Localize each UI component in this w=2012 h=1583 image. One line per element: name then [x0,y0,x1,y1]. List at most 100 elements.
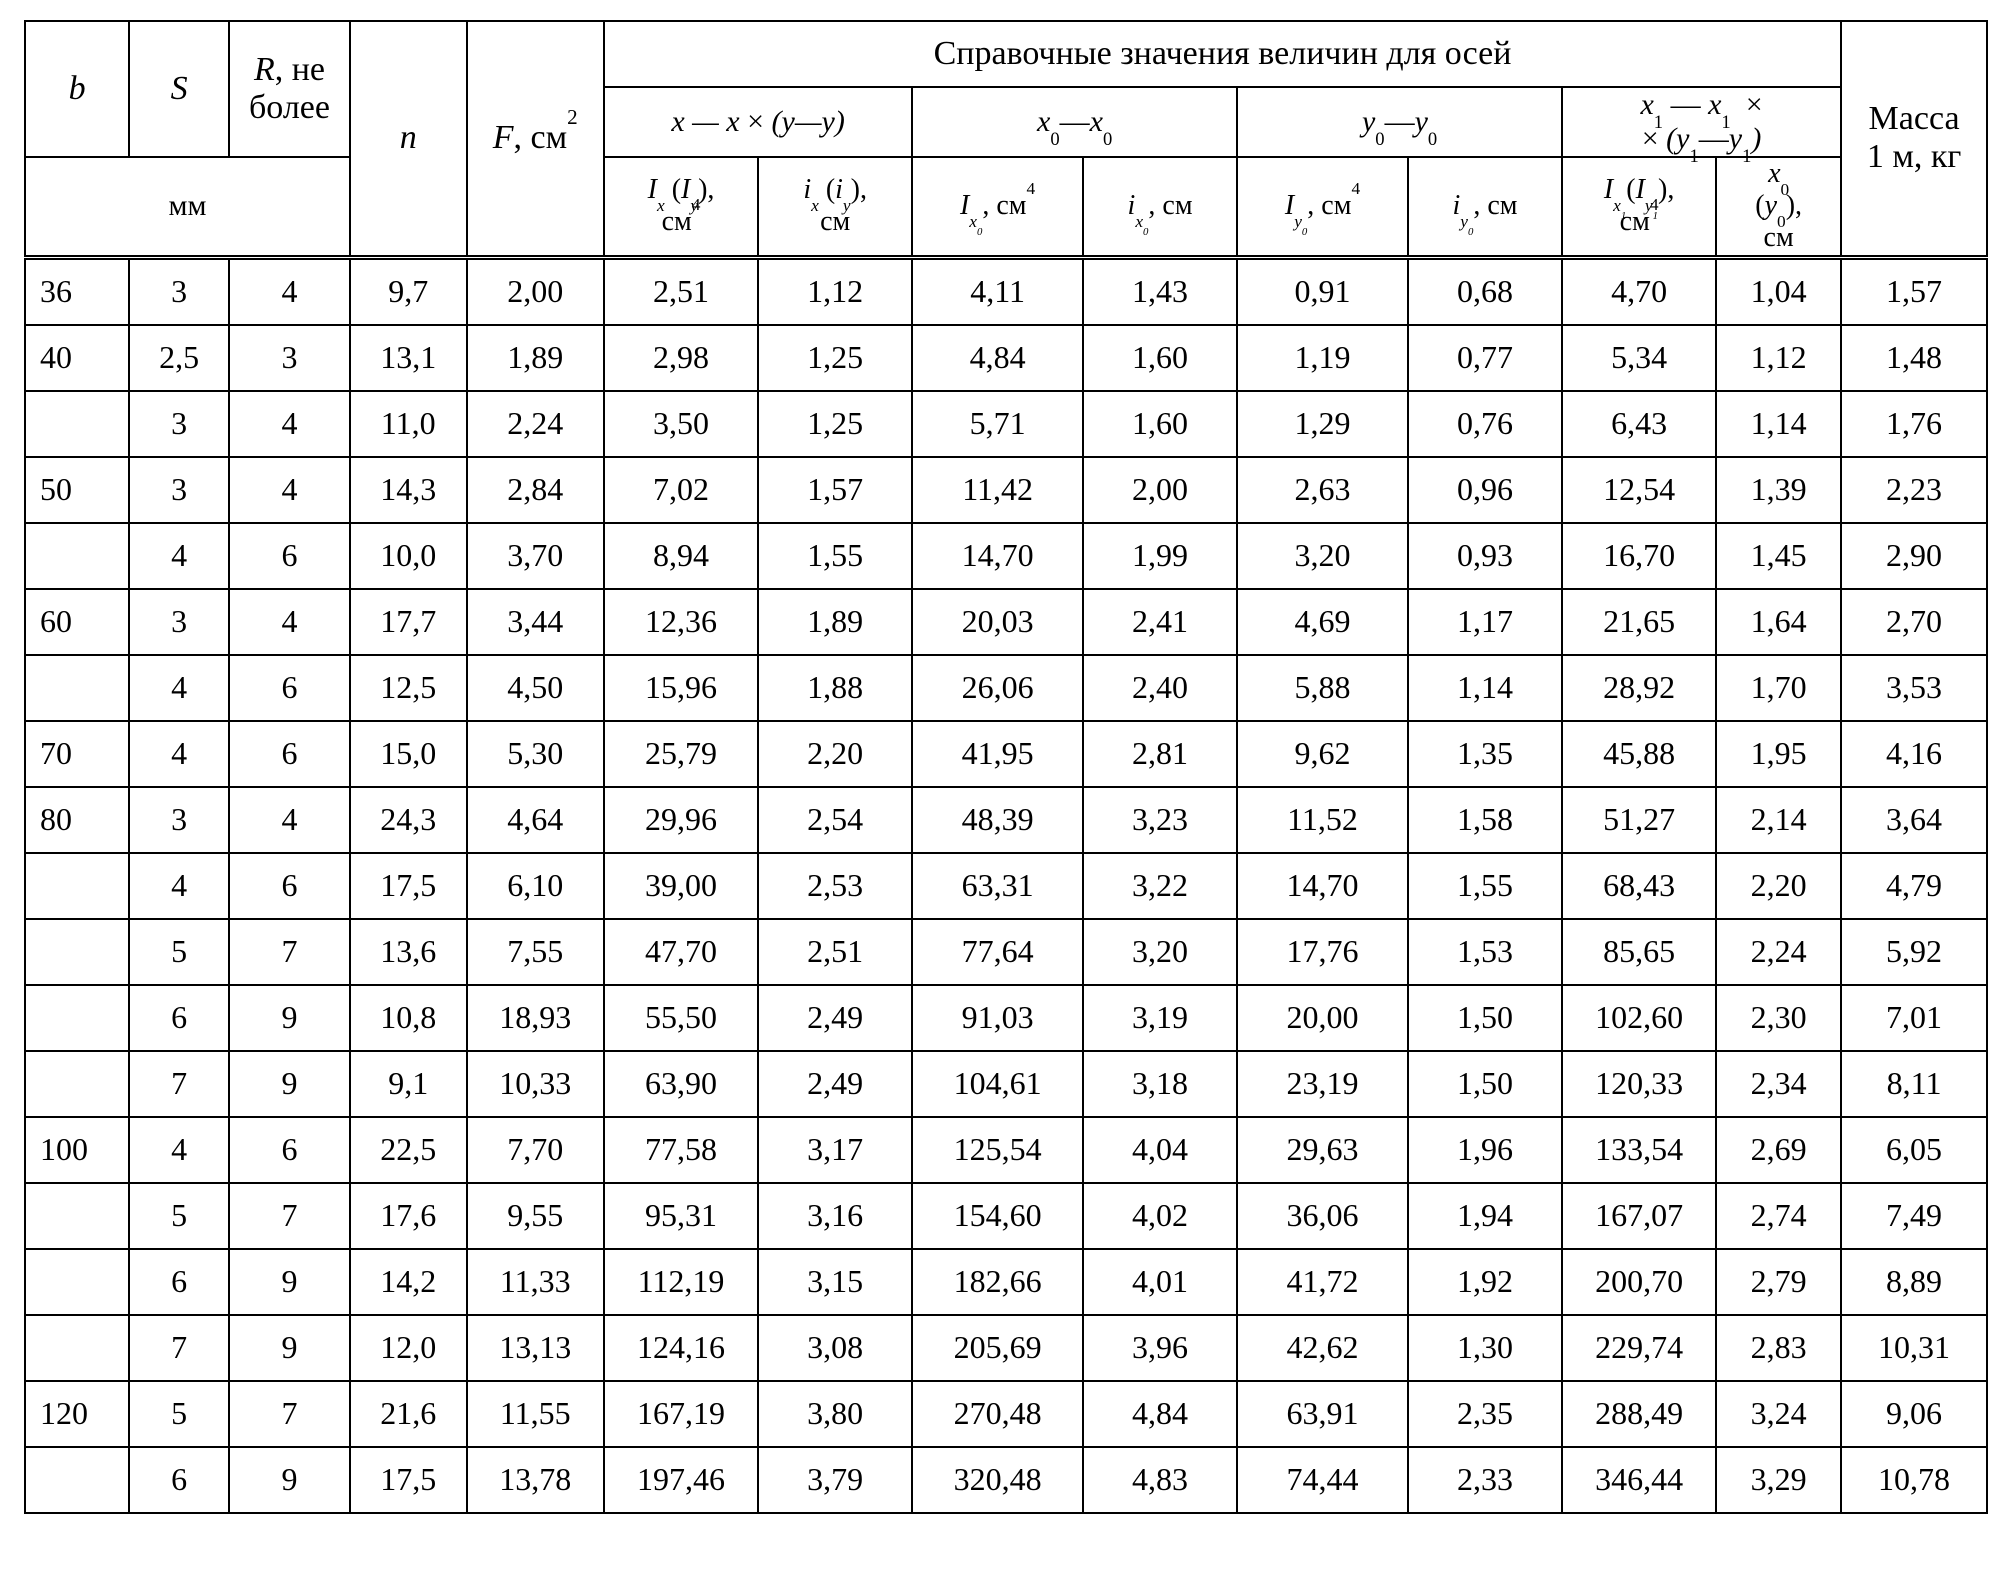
cell-Iy0: 0,91 [1237,257,1408,325]
cell-mass: 2,23 [1841,457,1987,523]
cell-x0: 2,24 [1716,919,1841,985]
cell-Iy0: 1,19 [1237,325,1408,391]
cell-ix: 1,57 [758,457,912,523]
cell-x0: 1,12 [1716,325,1841,391]
cell-n: 17,7 [350,589,467,655]
axes-title: Справочные значения величин для осей [604,21,1841,87]
cell-R: 4 [229,391,350,457]
cell-F: 4,64 [467,787,604,853]
cell-S: 4 [129,853,229,919]
cell-b: 120 [25,1381,129,1447]
table-row: 799,110,3363,902,49104,613,1823,191,5012… [25,1051,1987,1117]
cell-R: 9 [229,1051,350,1117]
cell-x0: 2,30 [1716,985,1841,1051]
cell-S: 3 [129,787,229,853]
cell-ix0: 2,81 [1083,721,1237,787]
cell-iy0: 1,92 [1408,1249,1562,1315]
unit-mm: мм [25,157,350,257]
cell-b [25,1051,129,1117]
table-body: 36349,72,002,511,124,111,430,910,684,701… [25,257,1987,1513]
cell-b [25,655,129,721]
cell-Ix1: 28,92 [1562,655,1716,721]
cell-S: 7 [129,1315,229,1381]
table-row: 4610,03,708,941,5514,701,993,200,9316,70… [25,523,1987,589]
cell-Iy0: 9,62 [1237,721,1408,787]
cell-Ix0: 4,84 [912,325,1083,391]
cell-Ix1: 133,54 [1562,1117,1716,1183]
cell-Iy0: 63,91 [1237,1381,1408,1447]
cell-ix0: 4,83 [1083,1447,1237,1513]
cell-n: 22,5 [350,1117,467,1183]
cell-n: 11,0 [350,391,467,457]
table-row: 6910,818,9355,502,4991,033,1920,001,5010… [25,985,1987,1051]
cell-n: 17,5 [350,853,467,919]
table-row: 402,5313,11,892,981,254,841,601,190,775,… [25,325,1987,391]
table-row: 704615,05,3025,792,2041,952,819,621,3545… [25,721,1987,787]
reference-table: b S R, неболее n F, см2 Справочные значе… [24,20,1988,1514]
cell-S: 4 [129,1117,229,1183]
cell-ix: 2,54 [758,787,912,853]
cell-Iy0: 3,20 [1237,523,1408,589]
cell-Ix0: 11,42 [912,457,1083,523]
cell-n: 12,0 [350,1315,467,1381]
cell-Ix0: 48,39 [912,787,1083,853]
cell-iy0: 2,35 [1408,1381,1562,1447]
cell-mass: 4,79 [1841,853,1987,919]
cell-x0: 2,74 [1716,1183,1841,1249]
cell-b: 80 [25,787,129,853]
cell-mass: 3,53 [1841,655,1987,721]
cell-Ix: 12,36 [604,589,758,655]
cell-Iy0: 42,62 [1237,1315,1408,1381]
cell-b [25,1249,129,1315]
cell-ix0: 2,40 [1083,655,1237,721]
cell-Ix1: 102,60 [1562,985,1716,1051]
cell-Ix: 2,51 [604,257,758,325]
cell-mass: 2,70 [1841,589,1987,655]
cell-Ix: 112,19 [604,1249,758,1315]
cell-ix: 2,51 [758,919,912,985]
cell-S: 3 [129,257,229,325]
cell-ix0: 3,96 [1083,1315,1237,1381]
cell-iy0: 0,93 [1408,523,1562,589]
col-Ix1: Ix1(Iy1),см4 [1562,157,1716,257]
cell-mass: 8,11 [1841,1051,1987,1117]
cell-Ix1: 12,54 [1562,457,1716,523]
cell-b [25,853,129,919]
cell-iy0: 1,17 [1408,589,1562,655]
cell-mass: 5,92 [1841,919,1987,985]
cell-ix: 2,53 [758,853,912,919]
cell-S: 4 [129,721,229,787]
cell-Ix0: 77,64 [912,919,1083,985]
cell-ix: 2,20 [758,721,912,787]
col-ix: ix (iy),см [758,157,912,257]
cell-R: 6 [229,853,350,919]
cell-F: 3,70 [467,523,604,589]
col-b: b [25,21,129,157]
cell-ix: 1,25 [758,391,912,457]
cell-Ix0: 63,31 [912,853,1083,919]
cell-x0: 1,14 [1716,391,1841,457]
cell-mass: 1,76 [1841,391,1987,457]
cell-x0: 1,45 [1716,523,1841,589]
cell-S: 6 [129,985,229,1051]
cell-F: 5,30 [467,721,604,787]
cell-R: 4 [229,787,350,853]
col-S: S [129,21,229,157]
cell-S: 5 [129,1183,229,1249]
cell-Ix: 55,50 [604,985,758,1051]
cell-x0: 1,70 [1716,655,1841,721]
cell-Ix1: 4,70 [1562,257,1716,325]
cell-Ix: 167,19 [604,1381,758,1447]
cell-b: 100 [25,1117,129,1183]
cell-R: 6 [229,655,350,721]
cell-b: 50 [25,457,129,523]
cell-Ix0: 154,60 [912,1183,1083,1249]
cell-iy0: 1,30 [1408,1315,1562,1381]
cell-mass: 1,48 [1841,325,1987,391]
cell-F: 11,33 [467,1249,604,1315]
cell-R: 4 [229,257,350,325]
cell-ix: 2,49 [758,1051,912,1117]
cell-Ix1: 16,70 [1562,523,1716,589]
table-row: 803424,34,6429,962,5448,393,2311,521,585… [25,787,1987,853]
cell-Iy0: 17,76 [1237,919,1408,985]
